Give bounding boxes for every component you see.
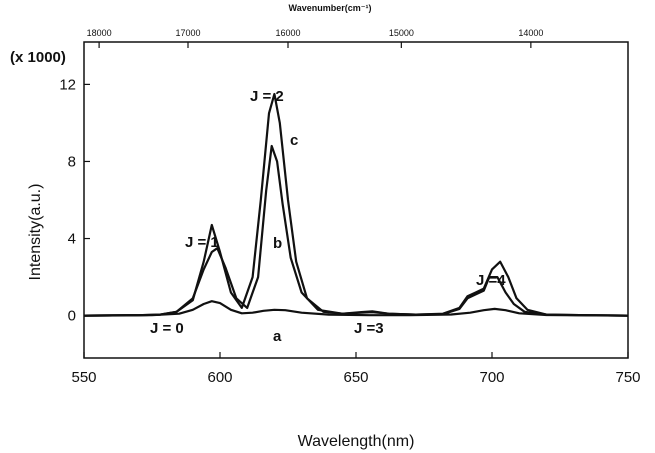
series-line-b (83, 144, 629, 317)
x-tick-label: 550 (71, 369, 96, 386)
series-line-c (83, 92, 629, 317)
annotation-j0: J = 0 (150, 320, 184, 337)
y-axis-title: Intensity(a.u.) (27, 184, 44, 281)
series-line-a (83, 300, 629, 317)
top-tick-label: 17000 (175, 28, 200, 38)
annotation-a: a (273, 328, 282, 345)
annotation-c: c (290, 132, 298, 149)
top-tick-label: 15000 (389, 28, 414, 38)
x-tick-label: 750 (615, 369, 640, 386)
y-axis-ticks: 0 4 8 12 (59, 76, 90, 325)
annotation-j2: J = 2 (250, 88, 284, 105)
y-multiplier: (x 1000) (10, 49, 66, 66)
top-tick-label: 16000 (275, 28, 300, 38)
top-axis-title: Wavenumber(cm⁻¹) (289, 3, 372, 13)
top-tick-label: 18000 (87, 28, 112, 38)
series-layer (83, 92, 629, 317)
annotation-b: b (273, 235, 282, 252)
plot-frame (83, 41, 629, 359)
y-tick-label: 4 (68, 231, 76, 248)
top-axis-ticks: 18000 17000 16000 15000 14000 (87, 28, 543, 48)
x-tick-label: 600 (207, 369, 232, 386)
x-tick-label: 650 (343, 369, 368, 386)
x-axis-title: Wavelength(nm) (298, 433, 415, 450)
y-tick-label: 12 (59, 76, 76, 93)
annotation-j1: J = 1 (185, 234, 219, 251)
y-tick-label: 0 (68, 308, 76, 325)
x-tick-label: 700 (479, 369, 504, 386)
annotation-j4: J =4 (476, 272, 506, 289)
annotation-j3: J =3 (354, 320, 384, 337)
x-axis-ticks: 550 600 650 700 750 (71, 352, 641, 386)
y-tick-label: 8 (68, 153, 76, 170)
top-tick-label: 14000 (518, 28, 543, 38)
